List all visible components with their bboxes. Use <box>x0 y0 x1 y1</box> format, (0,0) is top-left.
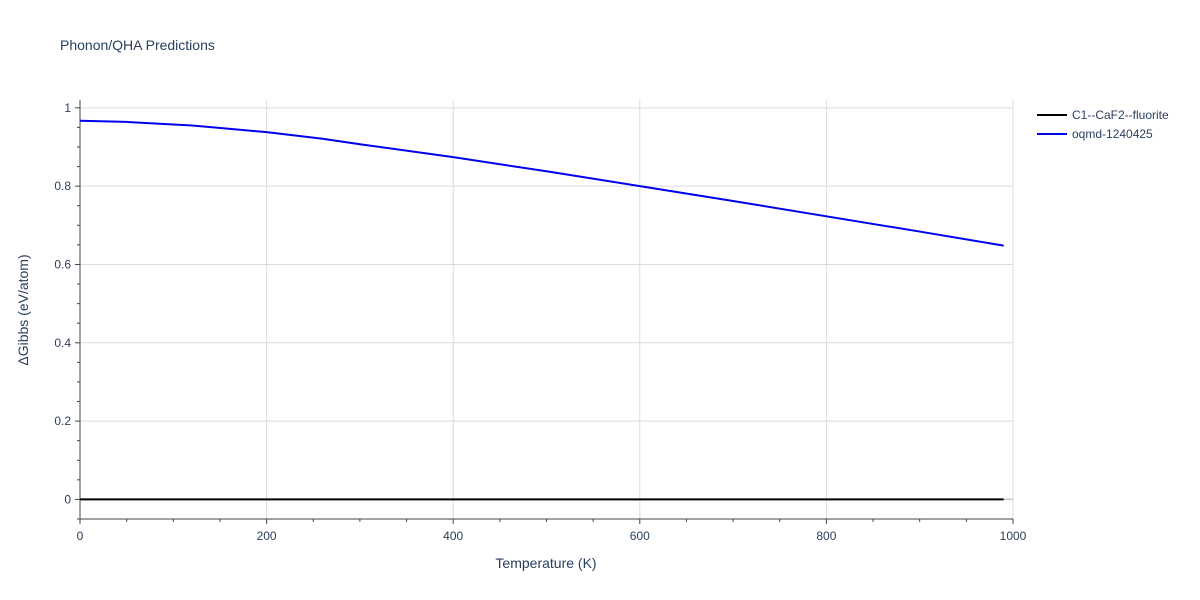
grid <box>80 100 1014 519</box>
x-tick-label: 400 <box>443 529 463 543</box>
axes: 0 200 400 600 800 1000 0 0.2 0.4 0.6 0.8 1 <box>54 100 1027 543</box>
x-tick-label: 1000 <box>1000 529 1027 543</box>
series-layer <box>79 119 1004 501</box>
series-line-1 <box>79 119 1004 247</box>
chart-title: Phonon/QHA Predictions <box>60 37 215 53</box>
x-tick-label: 0 <box>77 529 84 543</box>
legend-label: C1--CaF2--fluorite <box>1072 108 1169 122</box>
y-tick-label: 0.8 <box>54 179 71 193</box>
y-tick-label: 0.2 <box>54 414 71 428</box>
legend: C1--CaF2--fluorite oqmd-1240425 <box>1037 108 1169 141</box>
y-tick-label: 0.4 <box>54 336 71 350</box>
x-tick-label: 200 <box>257 529 277 543</box>
x-tick-label: 800 <box>816 529 836 543</box>
x-axis-title: Temperature (K) <box>495 555 596 571</box>
legend-label: oqmd-1240425 <box>1072 127 1153 141</box>
y-tick-label: 0.6 <box>54 257 71 271</box>
y-axis-title: ΔGibbs (eV/atom) <box>15 254 31 365</box>
y-tick-label: 0 <box>64 492 71 506</box>
y-tick-label: 1 <box>64 101 71 115</box>
x-tick-label: 600 <box>630 529 650 543</box>
